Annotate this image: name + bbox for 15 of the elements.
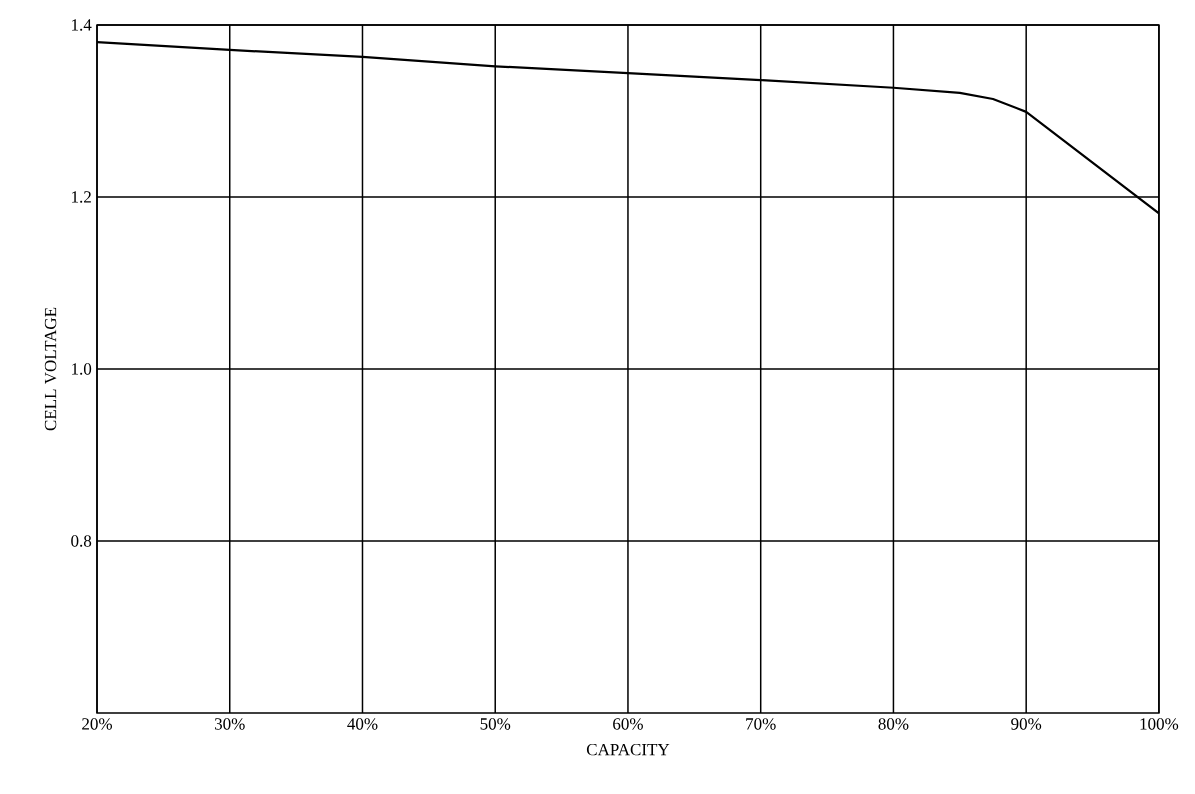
y-tick-label: 1.4 (72, 19, 92, 31)
x-tick-label: 70% (746, 718, 776, 730)
y-axis-title: CELL VOLTAGE (44, 307, 57, 431)
y-tick-label: 0.8 (71, 535, 92, 547)
y-tick-label: 1.0 (72, 363, 92, 375)
x-tick-label: 100% (1140, 718, 1179, 730)
x-tick-label: 50% (480, 718, 511, 730)
x-tick-label: 20% (82, 718, 113, 730)
y-tick-label: 1.2 (72, 191, 91, 203)
x-tick-label: 30% (214, 718, 245, 730)
x-tick-label: 60% (613, 718, 643, 730)
x-tick-label: 90% (1011, 718, 1042, 730)
x-tick-label: 80% (878, 718, 909, 730)
x-tick-label: 40% (347, 718, 378, 730)
x-axis-title: CAPACITY (586, 743, 670, 756)
